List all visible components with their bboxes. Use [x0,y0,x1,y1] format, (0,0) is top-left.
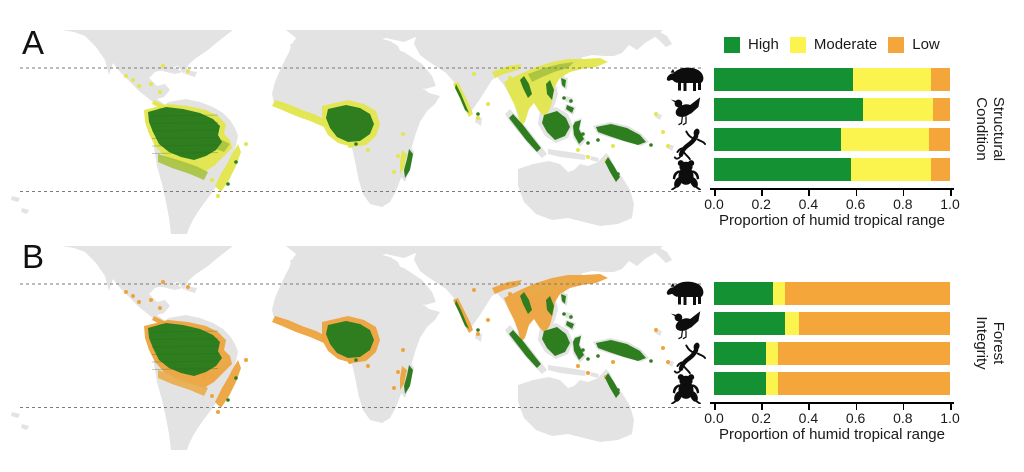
bar-segment-low [931,158,950,181]
x-axis-tick-label: 0.6 [845,410,866,426]
bar-segment-moderate [765,342,778,365]
x-axis-tick-label: 0.8 [893,196,913,212]
legend-swatch-low [888,37,905,53]
legend: High Moderate Low [724,36,951,54]
lizard-icon [672,128,706,160]
side-label-line: Integrity [973,316,990,370]
stacked-bar-mammal [714,282,950,305]
x-axis-tick [950,190,952,196]
bar-segment-high [714,158,851,181]
x-axis-title: Proportion of humid tropical range [719,212,945,229]
x-axis-tick [808,190,810,196]
x-axis-tick-label: 0.0 [704,410,724,426]
legend-label-low: Low [912,36,940,53]
bar-segment-moderate [841,128,929,151]
lizard-icon [672,342,706,374]
x-axis-line [710,402,954,404]
bar-segment-high [714,372,766,395]
side-label-line: Structural [990,96,1007,162]
bar-segment-moderate [850,158,932,181]
side-label-line: Forest [990,321,1007,365]
bar-segment-moderate [765,372,778,395]
stacked-bar-reptile [714,128,950,151]
x-axis-tick [808,404,810,410]
frog-icon [670,158,702,190]
x-axis-tick-label: 0.6 [845,196,866,212]
bar-segment-high [714,68,854,91]
bar-segment-moderate [853,68,932,91]
x-axis-tick [950,404,952,410]
bar-segment-low [933,98,950,121]
panel-a-side-label: Structural Condition [973,97,1007,161]
bar-segment-low [784,282,950,305]
x-axis-tick-label: 0.0 [704,196,724,212]
stacked-bar-mammal [714,68,950,91]
stacked-bar-amphibian [714,158,950,181]
x-axis-tick [761,190,763,196]
world-map-forest-integrity [8,230,708,450]
bird-icon [670,96,702,127]
legend-swatch-moderate [789,37,806,53]
x-axis-tick [714,404,716,410]
tapir-icon [666,280,706,306]
x-axis-tick-label: 1.0 [940,410,960,426]
bar-segment-high [714,282,773,305]
x-axis-tick-label: 1.0 [940,196,960,212]
bar-segment-high [714,98,863,121]
bar-segment-low [777,342,950,365]
tapir-icon [666,66,706,92]
bar-segment-high [714,312,785,335]
legend-swatch-high [724,37,740,53]
x-axis-tick [902,190,905,196]
world-map-structural-condition [8,14,708,234]
map-forest-integrity [11,246,702,450]
x-axis-tick-label: 0.4 [798,196,819,212]
frog-icon [670,372,702,404]
bird-icon [670,310,702,341]
bar-segment-high [714,128,842,151]
x-axis-tick [855,404,858,410]
bar-segment-high [714,342,766,365]
panel-b-letter: B [22,238,45,275]
x-axis-line [710,188,954,190]
side-label-line: Condition [973,97,990,161]
bar-segment-moderate [784,312,799,335]
panel-b-side-label: Forest Integrity [973,316,1007,369]
bar-segment-moderate [773,282,785,305]
x-axis-tick [761,404,763,410]
x-axis-tick-label: 0.8 [893,410,913,426]
x-axis-title: Proportion of humid tropical range [719,426,945,443]
bar-segment-low [777,372,950,395]
stacked-bar-amphibian [714,372,950,395]
bar-segment-low [928,128,950,151]
map-structural-condition [11,30,702,234]
stacked-bar-reptile [714,342,950,365]
x-axis-tick-label: 0.2 [751,410,771,426]
panel-a-letter: A [22,24,45,61]
bar-segment-low [798,312,950,335]
stacked-bar-bird [714,312,950,335]
bar-segment-low [931,68,950,91]
stacked-bar-bird [714,98,950,121]
legend-label-moderate: Moderate [813,36,878,53]
legend-label-high: High [748,36,779,53]
forest-condition-overlay [124,58,670,198]
x-axis-tick [902,404,905,410]
x-axis-tick [714,190,716,196]
x-axis-tick-label: 0.2 [751,196,771,212]
bar-segment-moderate [862,98,934,121]
x-axis-tick-label: 0.4 [798,410,819,426]
x-axis-tick [855,190,858,196]
forest-condition-overlay [124,274,670,414]
